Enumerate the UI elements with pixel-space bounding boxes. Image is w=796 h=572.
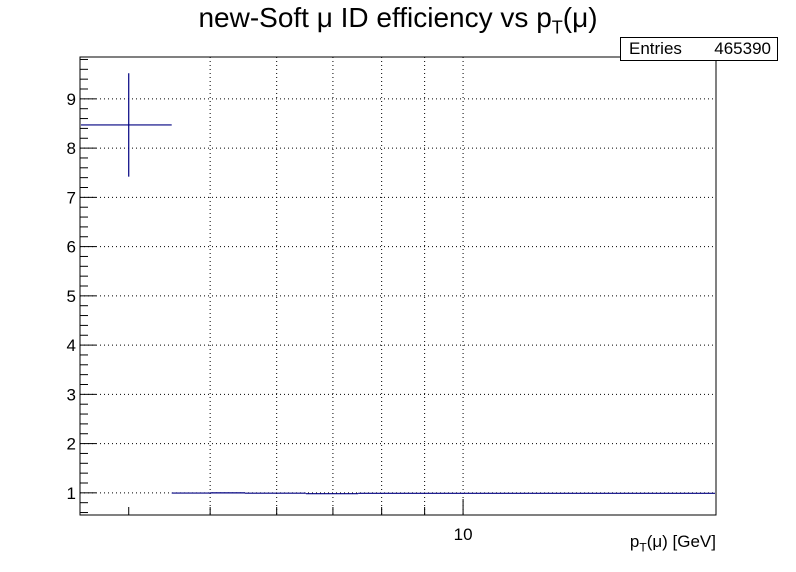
x-axis: 10	[128, 499, 717, 544]
y-tick-label: 3	[67, 385, 76, 404]
y-tick-label: 9	[67, 90, 76, 109]
y-tick-label: 2	[67, 435, 76, 454]
data-series	[81, 73, 715, 495]
plot-frame	[79, 56, 717, 516]
x-tick-label: 10	[454, 525, 473, 544]
stats-label: Entries	[629, 39, 682, 58]
y-tick-label: 6	[67, 238, 76, 257]
x-axis-label: pT(μ) [GeV]	[629, 532, 716, 555]
data-point	[81, 73, 172, 177]
stats-box: Entries 465390	[620, 37, 778, 61]
y-tick-label: 8	[67, 139, 76, 158]
y-tick-label: 5	[67, 287, 76, 306]
chart-title: new-Soft μ ID efficiency vs pT(μ)	[198, 2, 598, 38]
y-axis: 1 2 3 4 5 6 7 8 9	[67, 58, 96, 514]
y-tick-label: 4	[67, 336, 76, 355]
y-tick-label: 1	[67, 484, 76, 503]
y-tick-label: 7	[67, 188, 76, 207]
grid-lines	[80, 57, 717, 515]
stats-value: 465390	[714, 39, 771, 58]
